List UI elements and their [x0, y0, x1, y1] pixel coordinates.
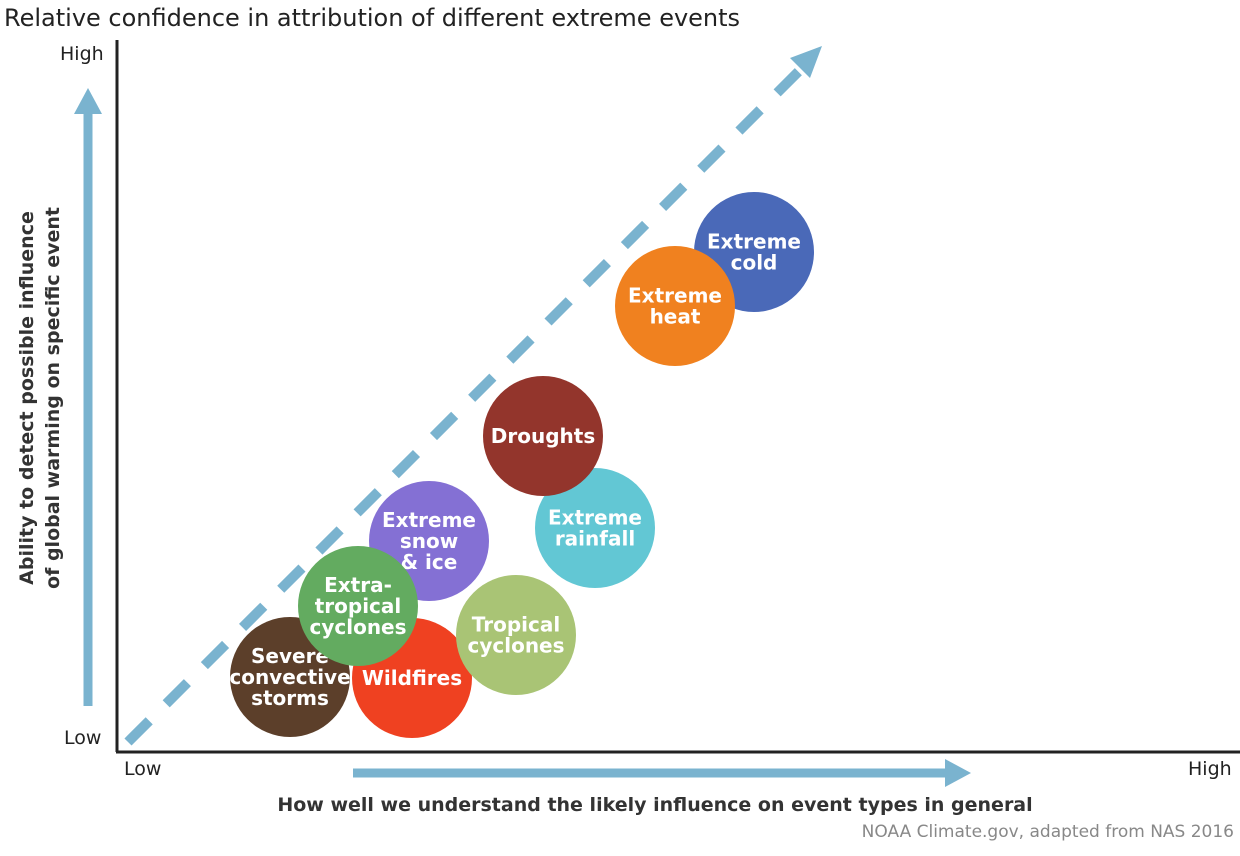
event-label: cyclones [467, 634, 564, 658]
x-arrow-head [945, 759, 971, 787]
event-label: Droughts [491, 424, 595, 448]
event-label: Wildfires [362, 666, 462, 690]
event-circle [298, 546, 418, 666]
event-label: Extreme [548, 506, 642, 530]
event-label: rainfall [555, 527, 635, 551]
event-label: cold [731, 251, 778, 275]
y-high-label: High [60, 43, 104, 65]
event-bubble: Droughts [483, 376, 603, 496]
y-arrow-head [74, 88, 102, 114]
event-label: heat [650, 305, 701, 329]
event-circle [615, 246, 735, 366]
event-label: Extreme [382, 508, 476, 532]
event-circle [483, 376, 603, 496]
event-label: Tropical [472, 613, 560, 637]
y-low-label: Low [64, 727, 102, 749]
event-label: snow [400, 529, 458, 553]
diagonal-arrow-head [790, 46, 822, 78]
event-label: Extreme [707, 230, 801, 254]
diagram-title: Relative confidence in attribution of di… [4, 4, 741, 32]
event-label: Extra- [324, 573, 392, 597]
x-high-label: High [1188, 758, 1232, 780]
event-label: tropical [315, 594, 402, 618]
event-label: storms [251, 686, 329, 710]
event-label: convective [229, 665, 350, 689]
event-circle [456, 575, 576, 695]
x-low-label: Low [124, 758, 162, 780]
event-label: cyclones [309, 615, 406, 639]
event-circle [535, 468, 655, 588]
credit: NOAA Climate.gov, adapted from NAS 2016 [861, 822, 1234, 842]
x-axis-label: How well we understand the likely influe… [277, 794, 1033, 816]
event-label: & ice [401, 550, 458, 574]
event-label: Extreme [628, 284, 722, 308]
